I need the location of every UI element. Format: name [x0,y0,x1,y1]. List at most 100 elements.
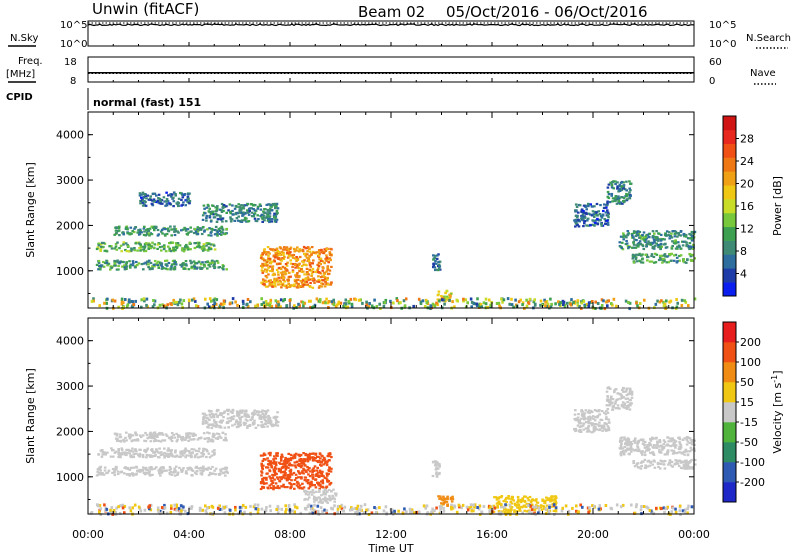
echo-cell [644,451,647,453]
echo-cell [610,397,613,399]
echo-cell [528,511,531,514]
echo-cell [646,259,649,261]
echo-cell [275,416,278,418]
echo-cell [345,302,348,305]
echo-cell [573,219,576,221]
echo-region [573,203,610,228]
echo-cell [578,422,581,424]
echo-cell [325,500,328,502]
echo-cell [139,449,142,451]
echo-cell [137,229,140,231]
echo-cell [153,229,156,231]
echo-cell [139,453,142,455]
echo-region [573,409,611,433]
echo-cell [315,475,318,477]
echo-cell [174,229,177,231]
echo-cell [260,455,263,457]
echo-cell [581,411,584,413]
echo-cell [294,274,297,276]
echo-cell [260,209,263,211]
cpid-label: CPID [6,92,33,103]
echo-cell [418,298,421,301]
echo-cell [131,448,134,450]
echo-cell [314,465,317,467]
echo-cell [254,503,257,506]
echo-cell [637,466,640,468]
echo-cell [174,449,177,451]
echo-cell [606,391,609,393]
echo-cell [318,287,321,289]
echo-cell [148,248,151,250]
echo-cell [605,223,608,225]
echo-cell [276,411,279,413]
echo-cell [171,437,174,439]
echo-cell [149,433,152,435]
echo-cell [277,207,280,209]
echo-cell [294,249,297,251]
echo-cell [128,506,131,509]
echo-cell [234,506,237,509]
echo-cell [161,232,164,234]
echo-cell [132,260,135,262]
colorbar-segment [723,199,736,213]
echo-cell [642,440,645,442]
echo-cell [157,229,160,231]
echo-cell [635,247,638,249]
echo-cell [663,304,666,307]
echo-cell [189,467,192,469]
echo-cell [445,297,448,300]
echo-cell [322,301,325,304]
echo-cell [267,467,270,469]
echo-cell [302,261,305,263]
echo-cell [163,448,166,450]
echo-cell [307,494,310,496]
echo-cell [627,448,630,450]
echo-cell [273,487,276,489]
echo-cell [234,509,237,512]
echo-cell [277,300,280,303]
echo-cell [163,248,166,250]
freq-left-tick-bottom: 8 [70,76,76,87]
echo-cell [626,198,629,200]
echo-cell [669,437,672,439]
echo-cell [219,436,222,438]
echo-cell [302,286,305,288]
echo-cell [222,432,225,434]
echo-cell [682,234,685,236]
echo-cell [308,487,311,489]
echo-cell [228,426,231,428]
colorbar-tick-label: 12 [740,223,754,236]
echo-cell [300,268,303,270]
echo-cell [324,488,327,490]
echo-cell [209,456,212,458]
echo-cell [148,260,151,262]
echo-cell [282,484,285,486]
echo-cell [266,425,269,427]
echo-cell [599,204,602,206]
echo-cell [527,499,530,501]
echo-cell [229,216,232,218]
echo-cell [687,464,690,466]
echo-cell [132,439,135,441]
echo-cell [476,297,479,300]
echo-cell [593,225,596,227]
echo-cell [311,246,314,248]
echo-cell [182,201,185,203]
echo-cell [294,267,297,269]
echo-cell [438,498,441,500]
echo-cell [315,473,318,475]
echo-cell [686,466,689,468]
echo-cell [336,304,339,307]
echo-cell [128,450,131,452]
echo-cell [181,471,184,473]
echo-cell [619,441,622,443]
echo-cell [626,443,629,445]
echo-cell [300,462,303,464]
echo-cell [177,472,180,474]
echo-cell [205,456,208,458]
echo-cell [234,208,237,210]
echo-cell [636,445,639,447]
echo-cell [653,437,656,439]
echo-cell [682,244,685,246]
echo-cell [690,259,693,261]
